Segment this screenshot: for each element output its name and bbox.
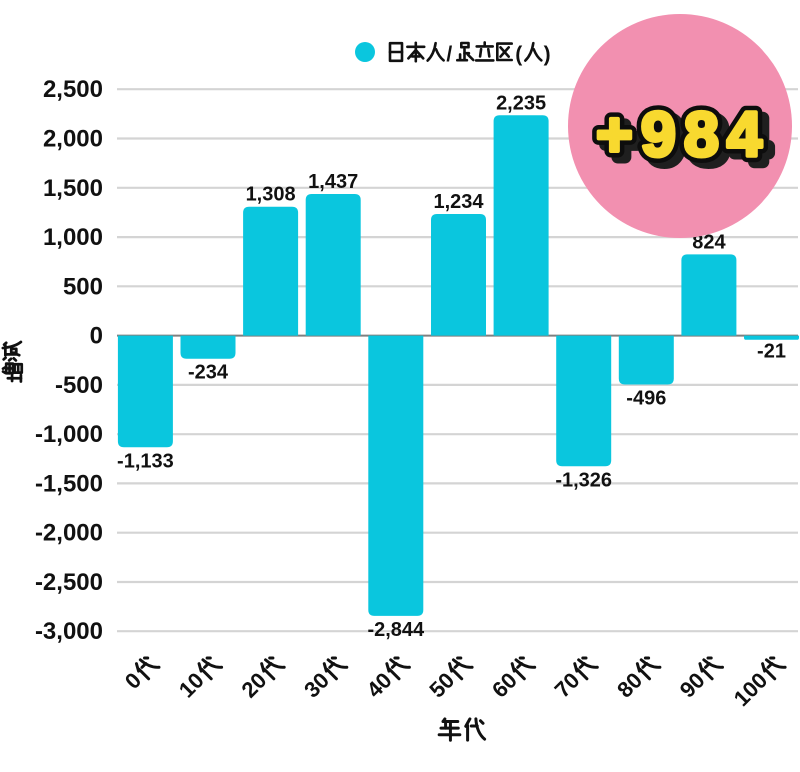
svg-text:-2,844: -2,844 [367, 619, 425, 641]
svg-text:-2,000: -2,000 [35, 520, 103, 547]
svg-text:-21: -21 [757, 341, 786, 363]
svg-text:): ) [544, 43, 551, 66]
svg-text:-496: -496 [626, 388, 666, 410]
svg-text:1,000: 1,000 [43, 224, 103, 251]
svg-text:-2,500: -2,500 [35, 569, 103, 596]
svg-text:-1,500: -1,500 [35, 470, 103, 497]
svg-text:+984: +984 [603, 106, 777, 176]
svg-text:-234: -234 [188, 362, 229, 384]
svg-text:-500: -500 [55, 372, 103, 399]
svg-text:-1,133: -1,133 [117, 450, 174, 472]
svg-text:1,308: 1,308 [246, 184, 296, 206]
svg-text:+984: +984 [596, 100, 770, 170]
svg-text:+984: +984 [596, 100, 770, 170]
svg-text:/: / [446, 43, 452, 66]
svg-text:-1,000: -1,000 [35, 421, 103, 448]
svg-text:1,437: 1,437 [308, 171, 358, 193]
svg-text:1,500: 1,500 [43, 175, 103, 202]
svg-text:824: 824 [692, 231, 726, 253]
svg-text:0: 0 [90, 323, 103, 350]
svg-text:(: ( [515, 43, 522, 66]
svg-text:2,500: 2,500 [43, 76, 103, 103]
svg-text:2,000: 2,000 [43, 126, 103, 153]
svg-text:2,235: 2,235 [496, 92, 546, 114]
svg-text:500: 500 [63, 273, 103, 300]
svg-text:1,234: 1,234 [433, 191, 484, 213]
svg-text:-1,326: -1,326 [555, 469, 612, 491]
svg-text:-3,000: -3,000 [35, 618, 103, 645]
